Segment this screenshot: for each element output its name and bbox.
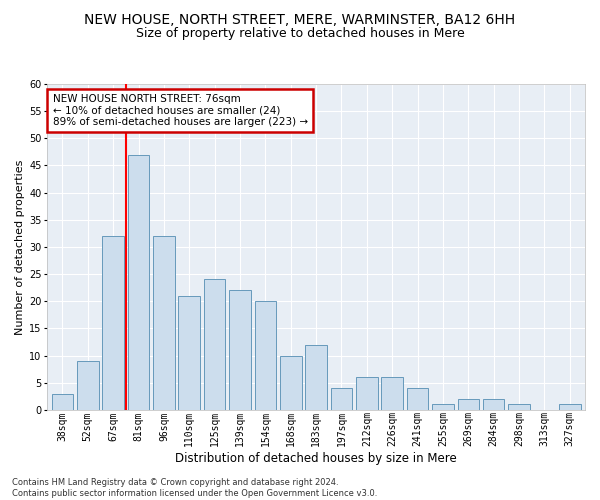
Y-axis label: Number of detached properties: Number of detached properties [15, 159, 25, 334]
Bar [178, 296, 200, 410]
Bar [128, 154, 149, 410]
Bar [77, 361, 98, 410]
Bar [331, 388, 352, 410]
Bar [559, 404, 581, 410]
Bar [458, 399, 479, 410]
Bar [407, 388, 428, 410]
Bar [52, 394, 73, 410]
Text: Size of property relative to detached houses in Mere: Size of property relative to detached ho… [136, 28, 464, 40]
Bar [305, 344, 327, 410]
Bar [508, 404, 530, 410]
Bar [356, 377, 377, 410]
X-axis label: Distribution of detached houses by size in Mere: Distribution of detached houses by size … [175, 452, 457, 465]
Text: NEW HOUSE, NORTH STREET, MERE, WARMINSTER, BA12 6HH: NEW HOUSE, NORTH STREET, MERE, WARMINSTE… [85, 12, 515, 26]
Bar [204, 280, 226, 410]
Bar [382, 377, 403, 410]
Text: Contains HM Land Registry data © Crown copyright and database right 2024.
Contai: Contains HM Land Registry data © Crown c… [12, 478, 377, 498]
Bar [432, 404, 454, 410]
Bar [103, 236, 124, 410]
Text: NEW HOUSE NORTH STREET: 76sqm
← 10% of detached houses are smaller (24)
89% of s: NEW HOUSE NORTH STREET: 76sqm ← 10% of d… [53, 94, 308, 127]
Bar [254, 301, 276, 410]
Bar [153, 236, 175, 410]
Bar [280, 356, 302, 410]
Bar [229, 290, 251, 410]
Bar [483, 399, 505, 410]
